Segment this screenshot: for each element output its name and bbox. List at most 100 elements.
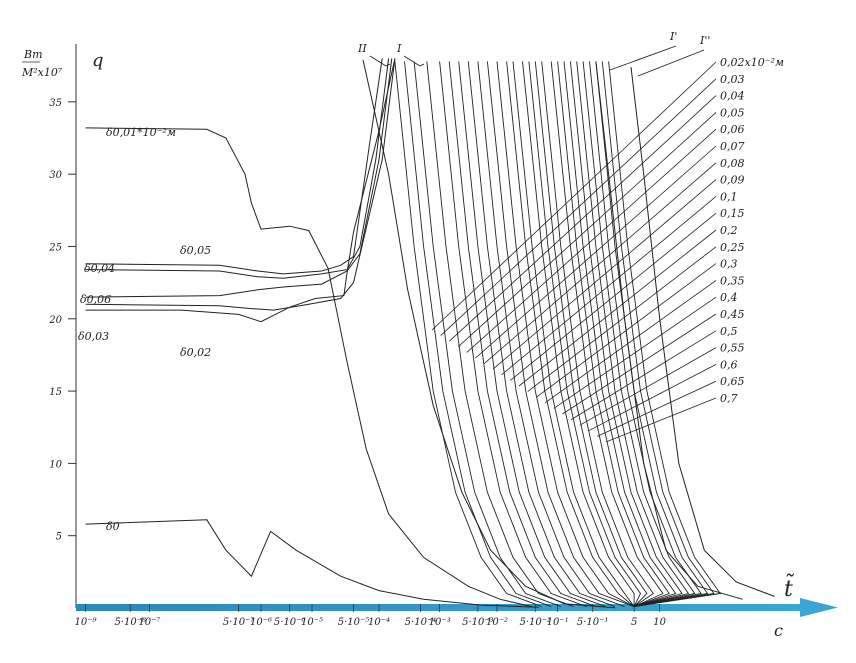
steep-curve [582, 61, 696, 608]
steep-curve [557, 61, 670, 608]
steep-curve [563, 61, 677, 608]
x-tick-label: 5 [631, 617, 637, 628]
leader-line [527, 246, 717, 392]
steep-curve [467, 61, 616, 608]
series-lines [85, 58, 775, 609]
leader-line [475, 145, 717, 359]
steep-curve [486, 61, 635, 608]
steep-curve [512, 61, 635, 607]
steep-curve [404, 61, 552, 608]
steep-curve [528, 61, 642, 607]
curve-label: 0,65 [720, 375, 745, 388]
label-d003: δ0,03 [78, 330, 109, 343]
leader-line [597, 380, 717, 437]
series-line [630, 67, 775, 597]
leader-line [483, 162, 717, 364]
x-tick-label: 10⁻⁶ [250, 617, 272, 628]
x-tick-label: 5·10⁻² [519, 617, 551, 628]
y-axis-unit: Вт М²x10⁷ [21, 48, 63, 79]
curve-label: 0,06 [720, 123, 745, 136]
series-line [85, 127, 533, 608]
curve-label: 0,08 [720, 157, 745, 170]
leader-line [431, 61, 717, 331]
label-d005: δ0,05 [180, 244, 211, 257]
leader-line [501, 196, 717, 376]
x-tick-label: 10⁻³ [429, 617, 451, 628]
steep-curve [458, 61, 606, 608]
steep-curve [589, 61, 702, 608]
label-d006: δ0,06 [80, 293, 111, 306]
leader-line [570, 330, 717, 420]
label-d0: δ0 [106, 520, 120, 533]
curve-label: 0,03 [720, 73, 745, 86]
curve-label: 0,07 [720, 140, 745, 153]
curve-label: 0,35 [720, 274, 745, 287]
series-line [85, 58, 393, 298]
y-tick-label: 15 [49, 387, 62, 398]
leader-line [457, 112, 717, 348]
series-line [85, 58, 383, 275]
svg-text:М²x10⁷: М²x10⁷ [21, 66, 63, 79]
curve-label: 0,05 [720, 106, 745, 119]
x-tick-label: 10⁻² [486, 617, 508, 628]
right-curve-labels: 0,02x10⁻²м 0,03 0,04 0,05 0,06 0,07 0,08 0,09 0,… [720, 56, 784, 405]
x-tick-label: 5·10⁻⁵ [338, 617, 370, 628]
y-tick-label: 25 [48, 242, 62, 253]
y-tick-label: 30 [49, 170, 62, 181]
leader-line [605, 397, 717, 443]
steep-curve [569, 61, 683, 608]
curve-label: 0,5 [720, 325, 738, 338]
steep-curve [601, 61, 715, 608]
steep-curve [496, 61, 635, 608]
x-tick-label: 10⁻⁴ [368, 617, 390, 628]
x-tick-label: 5·10⁻⁸ [114, 617, 146, 628]
label-I: I [396, 42, 402, 55]
steep-curve [394, 61, 542, 608]
steep-curve [534, 61, 648, 607]
series-line [85, 58, 396, 311]
steep-curve [541, 61, 654, 607]
curve-label: 0,09 [720, 174, 745, 187]
steep-curve [439, 61, 587, 608]
steep-curve [477, 61, 625, 608]
curve-label: 0,6 [720, 358, 738, 371]
x-ticks: 10⁻⁹ 5·10⁻⁸10⁻⁷ 5·10⁻⁷10⁻⁶ 5·10⁻⁶10⁻⁵ 5·10⁻⁵… [75, 604, 667, 628]
curve-label: 0,1 [720, 190, 738, 203]
x-tick-label: 10⁻¹ [547, 617, 569, 628]
top-label-leaders [369, 45, 705, 77]
leader-line [440, 78, 717, 336]
label-d004: δ0,04 [84, 262, 115, 275]
curve-label: 0,04 [720, 90, 745, 103]
curve-label: 0,45 [720, 308, 745, 321]
leader-line [492, 179, 717, 370]
x-tick-label: 10⁻⁷ [138, 617, 160, 628]
series-line [85, 58, 396, 323]
steep-curve [448, 61, 597, 608]
x-axis-arrow-bar [76, 604, 807, 611]
x-axis-symbol: t̃ [784, 572, 795, 602]
leader-line [562, 313, 717, 415]
leader-line [510, 212, 717, 381]
curve-label: 0,15 [720, 207, 745, 220]
label-II: II [357, 42, 367, 55]
leader-line [553, 296, 717, 409]
series-line [85, 58, 390, 279]
y-tick-label: 20 [48, 315, 62, 326]
x-tick-label: 5·10⁻³ [462, 617, 494, 628]
x-tick-label: 10 [653, 617, 666, 628]
curve-label: 0,02x10⁻²м [720, 56, 784, 69]
steep-curve [506, 61, 635, 607]
x-tick-label: 5·10⁻¹ [577, 617, 609, 628]
label-d001: δ0,01*10⁻²м [106, 126, 176, 139]
x-axis-unit: c [774, 621, 783, 640]
x-tick-label: 10⁻⁵ [301, 617, 323, 628]
y-axis-symbol: q [92, 50, 104, 71]
label-I-double-prime: I'' [699, 34, 710, 47]
y-ticks: 5 10 15 20 25 30 35 [48, 98, 76, 543]
label-I-prime: I' [669, 30, 677, 43]
steep-curve [426, 61, 574, 608]
svg-text:Вт: Вт [23, 48, 43, 61]
leader-line [588, 364, 717, 432]
